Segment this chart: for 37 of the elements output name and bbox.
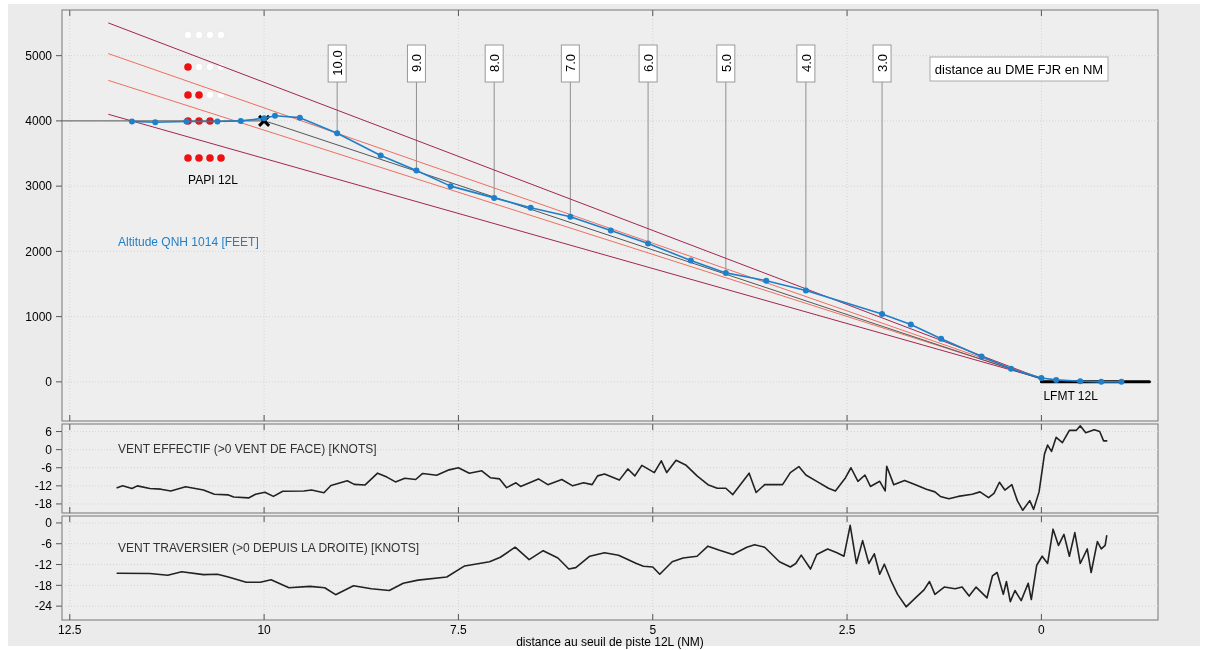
- annotation: 8.0: [487, 53, 503, 73]
- y-tick-label: -18: [34, 578, 53, 593]
- x-tick-label: 10: [257, 623, 272, 637]
- y-tick-label: 3000: [25, 179, 53, 194]
- annotation: 5.0: [718, 53, 734, 73]
- x-tick-label: 7.5: [450, 623, 468, 637]
- x-tick-label: 5: [649, 623, 657, 637]
- y-tick-label: 2000: [25, 244, 53, 259]
- y-tick-label: 0: [45, 516, 53, 531]
- annotation: 10.0: [330, 50, 346, 76]
- text: Altitude QNH 1014 [FEET]: [118, 235, 259, 249]
- annotation: PAPI 12L: [188, 173, 239, 187]
- x-tick-label: 0: [1038, 623, 1046, 637]
- annotation: distance au DME FJR en NM: [934, 62, 1104, 77]
- series-label: VENT TRAVERSIER (>0 DEPUIS LA DROITE) [KNOTS]: [118, 541, 420, 555]
- x-tick-label: 12.5: [58, 623, 82, 637]
- y-tick-label: -18: [34, 497, 53, 512]
- annotation: 3.0: [875, 53, 891, 73]
- y-tick-label: -12: [34, 557, 53, 572]
- y-tick-label: -12: [34, 479, 53, 494]
- y-tick-label: 5000: [25, 48, 53, 63]
- annotation: LFMT 12L: [1043, 388, 1099, 403]
- annotation: 6.0: [641, 53, 657, 73]
- y-tick-label: 4000: [25, 114, 53, 129]
- y-tick-label: 1000: [25, 309, 53, 324]
- y-tick-label: 6: [45, 424, 53, 439]
- y-tick-label: -6: [41, 460, 53, 475]
- annotation: 4.0: [798, 53, 814, 73]
- series-label: VENT EFFECTIF (>0 VENT DE FACE) [KNOTS]: [118, 442, 377, 456]
- y-tick-label: 0: [45, 375, 53, 390]
- x-tick-label: 2.5: [838, 623, 856, 637]
- x-axis-title: distance au seuil de piste 12L (NM): [516, 635, 704, 649]
- y-tick-label: 0: [45, 442, 53, 457]
- y-tick-label: -6: [41, 536, 53, 551]
- annotation: 7.0: [563, 53, 579, 73]
- y-tick-label: -24: [34, 599, 53, 614]
- annotation: 9.0: [409, 53, 425, 73]
